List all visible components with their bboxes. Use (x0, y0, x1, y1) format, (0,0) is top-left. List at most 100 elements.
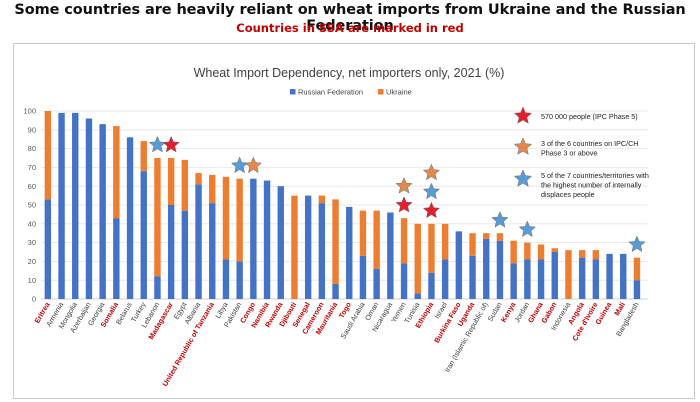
bar-russia-cameroon (318, 203, 326, 299)
bar-ukraine-pakistan (236, 178, 243, 262)
y-tick-30: 30 (28, 238, 36, 247)
bar-ukraine-madagascar (167, 158, 175, 205)
bar-russia-eritrea (44, 199, 52, 299)
bar-ukraine-yemen (400, 218, 408, 264)
marker-legend-text-orange-0: 3 of the 6 countries on IPC/CH (541, 139, 638, 148)
bar-russia-namibia (263, 180, 271, 299)
bar-ukraine-tunisia (414, 223, 421, 294)
bar-russia-georgia (99, 124, 106, 299)
bar-russia-saudi-arabia (359, 255, 367, 299)
bar-russia-congo (250, 178, 257, 299)
bar-russia-burkina-faso (455, 231, 463, 299)
legend-star-orange (513, 137, 533, 155)
bar-russia-belarus (126, 137, 134, 299)
y-tick-100: 100 (23, 107, 36, 116)
headline: Some countries are heavily reliant on wh… (14, 2, 686, 34)
bar-ukraine-cameroon (318, 195, 326, 204)
marker-legend-text-blue-0: 5 of the 7 countries/territories with (541, 171, 649, 180)
bar-russia-uganda (469, 255, 476, 299)
bar-russia-iran-islamic-republic-of (483, 238, 490, 299)
bar-russia-cote-d-ivoire (592, 259, 600, 299)
legend-star-red (513, 106, 533, 124)
bar-russia-togo (346, 206, 353, 299)
bar-ukraine-iran-islamic-republic-of (483, 233, 490, 239)
bar-russia-angola (578, 257, 586, 299)
bar-russia-kenya (510, 263, 517, 299)
chart-title: Wheat Import Dependency, net importers o… (194, 66, 505, 80)
bar-ukraine-jordan (524, 242, 531, 260)
y-tick-90: 90 (28, 125, 36, 134)
bar-ukraine-sudan (496, 233, 504, 241)
marker-legend-text-orange-1: Phase 3 or above (541, 149, 597, 158)
bar-ukraine-cote-d-ivoire (592, 250, 600, 260)
bar-ukraine-oman (373, 210, 380, 269)
bar-ukraine-turkey (140, 141, 147, 172)
bar-russia-israel (441, 259, 449, 299)
star-red-madagascar (162, 135, 180, 153)
marker-legend-text-blue-1: the highest number of internally (541, 181, 642, 190)
legend-label-russian-federation: Russian Federation (298, 88, 363, 97)
bar-ukraine-indonesia (565, 250, 572, 299)
bar-ukraine-libya (222, 176, 230, 260)
bar-ukraine-saudi-arabia (359, 210, 367, 256)
bar-russia-albania (195, 184, 202, 299)
bar-ukraine-israel (441, 223, 449, 260)
bar-ukraine-somalia (113, 126, 120, 219)
bar-russia-oman (373, 268, 380, 299)
bar-russia-somalia (113, 218, 120, 299)
bar-ukraine-ghana (537, 244, 545, 260)
star-blue-pakistan (230, 156, 249, 174)
legend-swatch-ukraine (378, 89, 384, 95)
bar-ukraine-kenya (510, 240, 517, 264)
star-orange-congo (244, 156, 263, 174)
bar-ukraine-lebanon (154, 158, 161, 277)
bar-russia-libya (222, 259, 230, 299)
star-blue-lebanon (148, 135, 167, 153)
bar-russia-bangladesh (633, 280, 641, 299)
bar-ukraine-mauritania (332, 199, 339, 284)
bar-russia-pakistan (236, 261, 243, 299)
marker-legend-text-blue-2: displaces people (541, 190, 595, 199)
star-red-ethiopia (422, 201, 441, 219)
y-tick-20: 20 (28, 257, 36, 266)
y-tick-50: 50 (28, 201, 36, 210)
bar-ukraine-djibouti (291, 195, 298, 299)
y-tick-0: 0 (32, 295, 36, 304)
bar-russia-armenia (58, 112, 65, 299)
bar-ukraine-uganda (469, 233, 476, 256)
bar-russia-madagascar (167, 205, 175, 299)
bar-ukraine-ethiopia (428, 223, 435, 273)
y-tick-60: 60 (28, 182, 36, 191)
legend-star-blue (513, 169, 533, 187)
bar-russia-rwanda (277, 186, 284, 299)
bar-russia-yemen (400, 263, 408, 299)
star-blue-jordan (518, 220, 537, 238)
bar-russia-united-republic-of-tanzania (209, 203, 216, 299)
bar-russia-ethiopia (428, 272, 435, 299)
y-tick-80: 80 (28, 144, 36, 153)
bar-ukraine-albania (195, 173, 202, 185)
star-blue-bangladesh (628, 235, 646, 253)
bar-russia-egypt (181, 210, 189, 299)
star-blue-sudan (491, 211, 509, 228)
bar-russia-lebanon (154, 276, 161, 299)
bar-russia-turkey (140, 171, 147, 299)
bar-russia-mongolia (72, 112, 79, 299)
bar-ukraine-angola (578, 250, 586, 258)
bar-ukraine-egypt (181, 159, 189, 211)
star-red-yemen (395, 196, 413, 213)
bar-russia-mali (620, 253, 627, 299)
y-tick-70: 70 (28, 163, 36, 172)
bar-russia-mauritania (332, 283, 339, 299)
star-blue-ethiopia (422, 182, 441, 200)
star-orange-ethiopia (422, 163, 441, 181)
bar-ukraine-united-republic-of-tanzania (209, 174, 216, 204)
bar-russia-sudan (496, 240, 504, 299)
bar-ukraine-bangladesh (633, 257, 641, 281)
marker-legend-text-red-0: 570 000 people (IPC Phase 5) (541, 112, 638, 121)
bar-russia-jordan (524, 259, 531, 299)
y-tick-40: 40 (28, 219, 36, 228)
bar-russia-azerbaijan (85, 118, 93, 300)
chart-panel (13, 43, 695, 399)
